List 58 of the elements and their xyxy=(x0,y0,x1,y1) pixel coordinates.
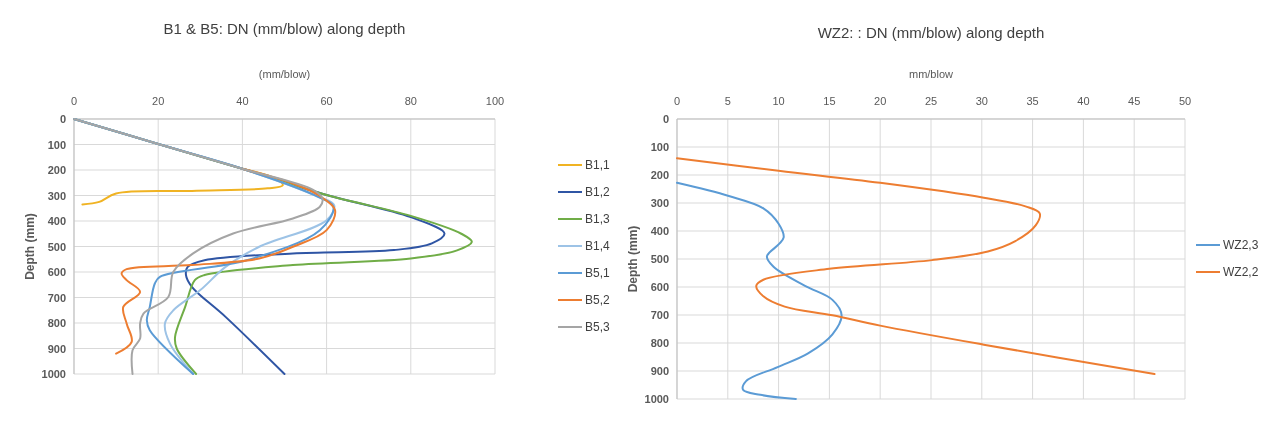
y-tick-label: 700 xyxy=(650,309,669,321)
y-tick-label: 800 xyxy=(650,337,669,349)
y-tick-label: 400 xyxy=(650,225,669,237)
y-tick-label: 700 xyxy=(47,291,66,304)
line-series xyxy=(115,167,337,355)
y-tick-label: 0 xyxy=(59,113,66,125)
line-series xyxy=(676,181,843,400)
y-tick-label: 900 xyxy=(650,365,669,377)
x-tick-label: 30 xyxy=(975,95,988,107)
y-axis-title: Depth (mm) xyxy=(23,213,37,280)
legend-label: B5,1 xyxy=(585,266,611,280)
legend-label: B1,2 xyxy=(585,185,611,199)
x-tick-label: 45 xyxy=(1128,95,1141,107)
y-tick-label: 100 xyxy=(47,138,66,151)
legend-label: B1,3 xyxy=(585,212,611,226)
x-tick-label: 35 xyxy=(1026,95,1039,107)
y-tick-label: 1000 xyxy=(644,393,669,405)
y-tick-label: 900 xyxy=(47,342,66,355)
line-series xyxy=(81,167,284,206)
line-series xyxy=(676,157,1156,376)
y-tick-label: 600 xyxy=(650,281,669,293)
y-tick-label: 1000 xyxy=(41,368,66,380)
x-tick-label: 15 xyxy=(823,95,836,107)
legend-label: WZ2,3 xyxy=(1223,238,1259,252)
y-axis-title: Depth (mm) xyxy=(626,225,640,293)
legend-label: B1,1 xyxy=(585,158,611,172)
x-tick-label: 40 xyxy=(1077,95,1090,107)
x-tick-label: 80 xyxy=(404,95,417,107)
legend-label: WZ2,2 xyxy=(1223,265,1259,279)
y-tick-label: 400 xyxy=(47,215,66,227)
x-tick-label: 10 xyxy=(772,95,785,107)
x-tick-label: 100 xyxy=(485,95,505,107)
x-tick-label: 60 xyxy=(320,95,333,107)
x-axis-title: (mm/blow) xyxy=(258,68,311,80)
y-tick-label: 500 xyxy=(47,240,66,253)
legend-label: B5,2 xyxy=(585,293,611,307)
legend-label: B1,4 xyxy=(585,239,611,253)
y-tick-label: 800 xyxy=(47,317,66,329)
chart-title: WZ2: : DN (mm/blow) along depth xyxy=(817,24,1045,41)
chart-title: B1 & B5: DN (mm/blow) along depth xyxy=(163,20,406,37)
y-tick-label: 300 xyxy=(47,189,66,202)
x-tick-label: 40 xyxy=(236,95,249,107)
x-axis-title: mm/blow xyxy=(908,68,954,80)
y-tick-label: 200 xyxy=(650,169,669,181)
x-tick-label: 20 xyxy=(874,95,887,107)
x-tick-label: 0 xyxy=(673,95,681,107)
y-tick-label: 200 xyxy=(47,164,66,176)
y-tick-label: 600 xyxy=(47,266,66,278)
legend-label: B5,3 xyxy=(585,320,611,334)
x-tick-label: 25 xyxy=(924,95,938,107)
x-tick-label: 20 xyxy=(152,95,165,107)
y-tick-label: 300 xyxy=(650,197,669,209)
x-tick-label: 5 xyxy=(724,95,731,107)
x-tick-label: 0 xyxy=(70,95,78,107)
x-tick-label: 50 xyxy=(1178,95,1192,107)
y-tick-label: 500 xyxy=(650,253,669,265)
y-tick-label: 100 xyxy=(650,141,669,153)
y-tick-label: 0 xyxy=(662,113,669,125)
